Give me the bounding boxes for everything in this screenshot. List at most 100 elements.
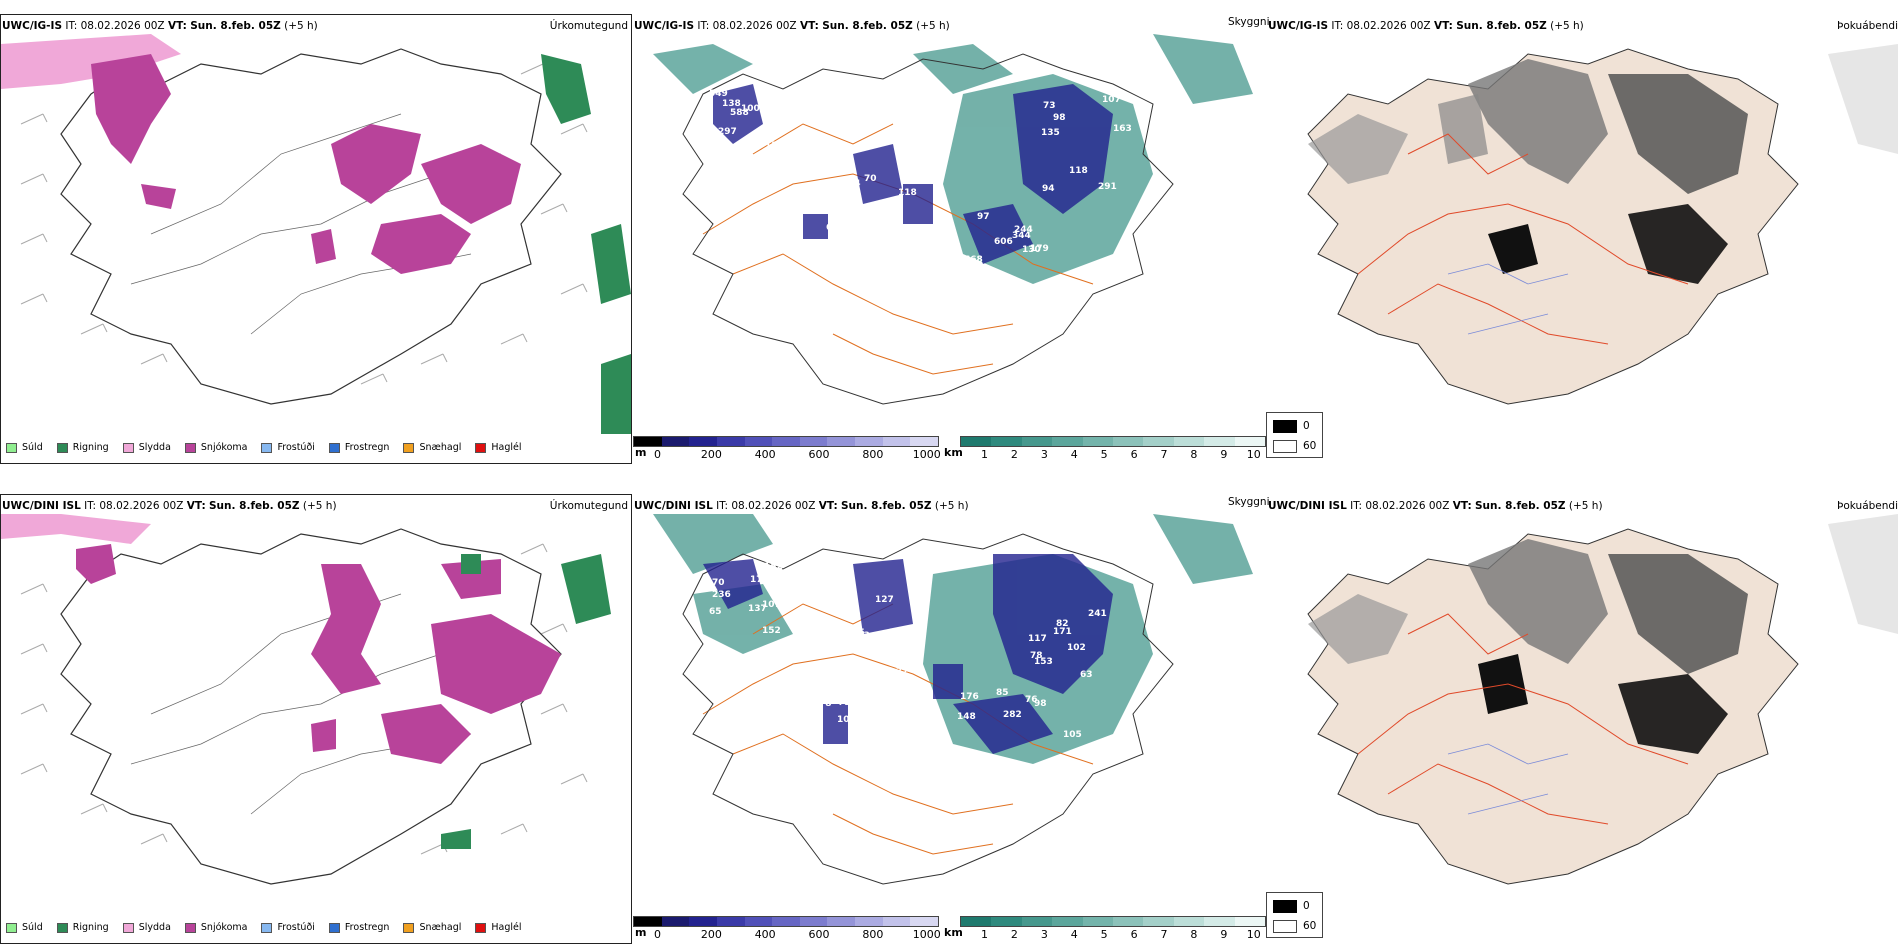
visibility-value-label: 163	[1113, 124, 1132, 134]
it-label: IT:	[697, 20, 710, 32]
visibility-value-label: 78	[808, 684, 821, 694]
colorbar-tick-label: 600	[808, 928, 830, 941]
precip-type-title: Úrkomutegund	[549, 20, 628, 32]
visibility-value-label: 152	[762, 626, 781, 636]
visibility-value-label: 117	[839, 130, 858, 140]
visibility-value-label: 126	[705, 138, 724, 148]
legend-item: Súld	[6, 442, 43, 453]
colorbar-cell	[799, 917, 828, 926]
fog-legend-high-label: 60	[1303, 920, 1317, 932]
colorbar-cell	[772, 917, 800, 926]
visibility-value-label: 78	[819, 699, 832, 709]
colorbar-cell	[1113, 437, 1144, 446]
legend-item: Haglél	[475, 922, 522, 933]
colorbar-cell	[1173, 437, 1205, 446]
visibility-title: Skyggni	[1228, 16, 1270, 28]
fog-legend-box: 0 60	[1266, 412, 1323, 458]
visibility-title: Skyggni	[1228, 496, 1270, 508]
iceland-outline	[60, 48, 562, 405]
legend-label: Frostregn	[344, 922, 390, 933]
visibility-value-label: 133	[765, 141, 784, 151]
colorbar-tick-label: 400	[754, 928, 776, 941]
it-label: IT:	[65, 20, 78, 32]
legend-item: Haglél	[475, 442, 522, 453]
legend-label: Snjókoma	[200, 442, 248, 453]
vis-km-colorbar: 1 2 3 4 5 6 7 8 9 10	[960, 916, 1266, 941]
it-label: IT:	[1331, 20, 1344, 32]
vis-m-unit: m	[635, 926, 647, 939]
visibility-value-label: 103	[812, 682, 831, 692]
colorbar-cell	[910, 437, 939, 446]
legend-swatch	[184, 442, 196, 453]
visibility-value-label: 165	[846, 628, 865, 638]
legend-item: Frostúði	[261, 442, 315, 453]
colorbar-tick-label: 9	[1220, 928, 1228, 941]
visibility-value-label: 291	[1098, 182, 1117, 192]
legend-swatch	[56, 442, 68, 453]
visibility-value-label: 179	[1030, 244, 1049, 254]
precip-type-map[interactable]	[1, 514, 631, 914]
vt-label: VT:	[799, 20, 819, 32]
visibility-value-label: 606	[994, 237, 1013, 247]
fog-map[interactable]	[1268, 514, 1898, 914]
colorbar-cell	[961, 917, 992, 926]
legend-item: Snjókoma	[184, 442, 248, 453]
visibility-value-label: 107	[762, 600, 781, 610]
legend-label: Slydda	[138, 922, 171, 933]
vt-value: Sun. 8.feb. 05Z	[841, 500, 932, 512]
it-value: 08.02.2026 00Z	[1346, 20, 1431, 32]
fog-title: Þokuábendi	[1837, 20, 1898, 32]
colorbar-cell	[1234, 437, 1266, 446]
fog-map[interactable]	[1268, 34, 1898, 434]
colorbar-tick-label: 1000	[912, 448, 941, 461]
visibility-value-label: 165	[790, 720, 809, 730]
run-info-title: UWC/IG-IS IT: 08.02.2026 00Z VT: Sun. 8.…	[2, 20, 318, 33]
it-value: 08.02.2026 00Z	[1365, 500, 1450, 512]
dense-fog-areas	[703, 554, 1113, 754]
vt-value: Sun. 8.feb. 05Z	[822, 20, 913, 32]
colorbar-tick-label: 0	[653, 448, 661, 461]
legend-swatch	[475, 442, 487, 453]
visibility-value-label: 63	[1080, 670, 1093, 680]
colorbar-cell	[827, 917, 856, 926]
lead-time: (+5 h)	[284, 20, 318, 32]
precip-legend: Súld Rigning Slydda Snjókoma Frostúði Fr…	[6, 442, 536, 453]
precip-areas	[1, 514, 611, 849]
visibility-value-label: 107	[1102, 95, 1121, 105]
visibility-value-label: 167	[840, 206, 859, 216]
visibility-value-label: 137	[748, 604, 767, 614]
visibility-value-label: 100	[741, 104, 760, 114]
visibility-value-label: 135	[1041, 128, 1060, 138]
visibility-values: 152 165 102 176 105 70 159 117 98 103 175 72 153 85 78…	[709, 562, 1107, 740]
visibility-value-label: 167	[711, 142, 730, 152]
colorbar-cell	[910, 917, 939, 926]
legend-item: Slydda	[122, 922, 171, 933]
vt-value: Sun. 8.feb. 05Z	[190, 20, 281, 32]
colorbar-tick-label: 1	[980, 448, 988, 461]
lead-time: (+5 h)	[1550, 20, 1584, 32]
legend-item: Frostregn	[328, 442, 389, 453]
low-cloud-areas	[653, 34, 1253, 284]
colorbar-cell	[855, 917, 883, 926]
visibility-map[interactable]: 152 165 102 176 105 70 159 117 98 103 175 72 153 85 78…	[633, 514, 1263, 914]
visibility-value-label: 65	[709, 607, 722, 617]
precip-type-map[interactable]	[1, 34, 631, 434]
visibility-value-label: 82	[1056, 619, 1069, 629]
visibility-value-label: 282	[1003, 710, 1022, 720]
colorbar-cell	[661, 437, 690, 446]
wind-barbs	[20, 543, 588, 855]
colorbar-cell	[827, 437, 856, 446]
fog-legend-low-label: 0	[1303, 900, 1310, 912]
run-info-title: UWC/IG-IS IT: 08.02.2026 00Z VT: Sun. 8.…	[1268, 20, 1584, 33]
legend-swatch	[261, 442, 273, 453]
legend-swatch	[56, 922, 68, 933]
colorbar-tick-label: 1	[980, 928, 988, 941]
legend-swatch	[122, 922, 134, 933]
colorbar-tick-label: 5	[1100, 928, 1108, 941]
legend-swatch	[403, 442, 415, 453]
colorbar-tick-label: 1000	[912, 928, 941, 941]
it-value: 08.02.2026 00Z	[712, 20, 797, 32]
visibility-value-label: 94	[1042, 184, 1055, 194]
visibility-map[interactable]: 133 117 107 606 87 167 123 98 668 101 126 94 73 244 67…	[633, 34, 1263, 434]
visibility-value-label: 97	[904, 628, 917, 638]
